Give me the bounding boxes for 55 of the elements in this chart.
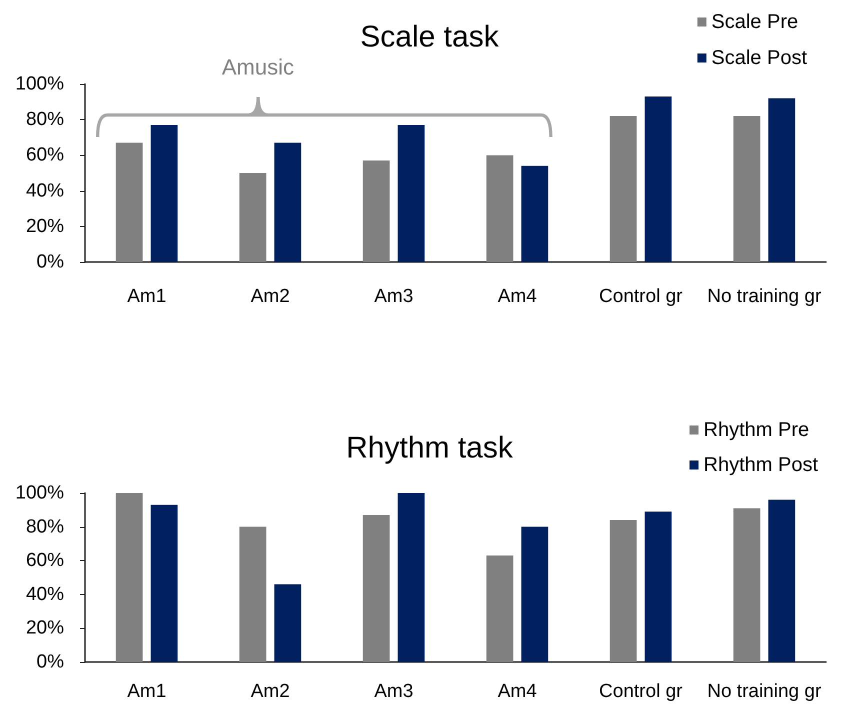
bar [398,124,425,262]
bar [610,116,637,262]
bar [768,500,796,662]
bar [486,155,514,262]
legend-label: Scale Pre [711,11,798,33]
bar [239,526,266,662]
legend-label: Rhythm Pre [704,419,810,441]
y-tick-label: 80% [26,516,64,538]
y-tick-label: 0% [36,652,64,672]
bar [521,166,548,262]
y-tick-label: 60% [26,144,64,166]
bar [733,508,760,662]
y-tick-label: 60% [26,550,64,572]
y-tick-label: 100% [15,74,64,94]
bar [521,526,548,662]
x-tick-label: Control gr [599,286,684,307]
bar [362,514,390,662]
bar [644,512,672,662]
chart-title: Rhythm task [346,432,514,464]
y-tick-label: 20% [26,216,64,237]
bar [733,116,760,262]
y-tick-label: 40% [26,584,64,605]
legend-label: Rhythm Post [704,454,818,476]
y-tick-label: 20% [26,618,64,639]
y-tick-label: 100% [15,482,64,504]
bar [150,504,178,662]
x-tick-label: No training gr [707,681,822,702]
bar [398,493,425,662]
text: Amusic [222,54,294,80]
x-tick-label: Am3 [374,681,414,702]
bar [150,124,178,262]
bar [362,160,390,262]
legend-label: Scale Post [711,47,808,69]
bar [610,520,637,662]
bar [768,98,796,262]
bar [274,584,302,662]
bar [644,96,672,262]
x-tick-label: Am3 [374,286,414,307]
x-tick-label: No training gr [707,286,822,307]
x-tick-label: Am2 [250,681,290,702]
x-tick-label: Am4 [498,681,538,702]
y-tick-label: 40% [26,180,64,202]
bar [239,173,266,262]
chart-title: Scale task [360,20,500,54]
x-tick-label: Am1 [127,681,166,702]
y-tick-label: 0% [36,252,64,272]
x-tick-label: Control gr [599,681,684,702]
x-tick-label: Am4 [498,286,538,307]
x-tick-label: Am2 [250,286,290,307]
bar [116,142,143,262]
y-tick-label: 80% [26,109,64,130]
bar [486,556,514,662]
bar [116,493,143,662]
bar [274,142,302,262]
x-tick-label: Am1 [127,286,166,307]
